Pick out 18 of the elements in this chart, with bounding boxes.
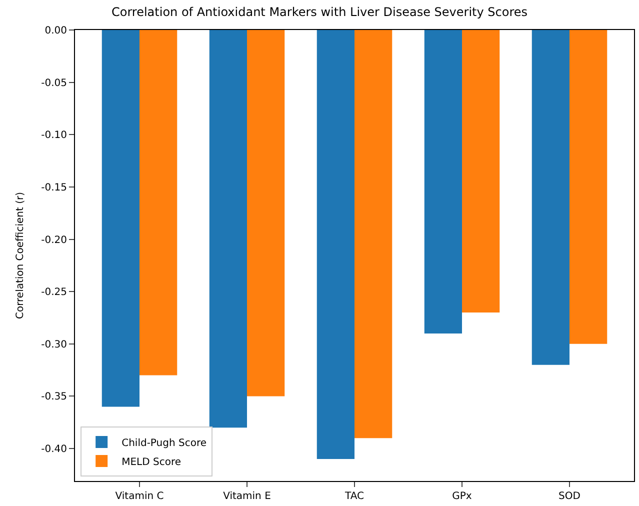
x-tick-label: GPx [452,491,472,502]
legend-label: MELD Score [122,456,181,468]
y-axis-title: Correlation Coefficient (r) [15,192,26,320]
y-tick-label: -0.10 [41,130,67,142]
y-tick-label: -0.05 [41,78,67,89]
y-tick-label: -0.25 [41,287,67,298]
y-tick-label: -0.35 [41,392,67,403]
x-tick-label: TAC [344,491,364,502]
y-tick-label: -0.30 [41,339,67,350]
y-tick-label: -0.15 [41,182,67,194]
chart-title: Correlation of Antioxidant Markers with Liver Disease Severity Scores [111,4,528,19]
y-tick-label: -0.20 [41,234,67,246]
x-tick-label: Vitamin E [223,491,271,502]
x-tick-label: Vitamin C [115,491,164,502]
x-tick-label: SOD [558,491,581,502]
legend-label: Child-Pugh Score [122,438,206,449]
y-tick-label: -0.40 [41,444,67,456]
y-tick-label: 0.00 [44,26,67,36]
